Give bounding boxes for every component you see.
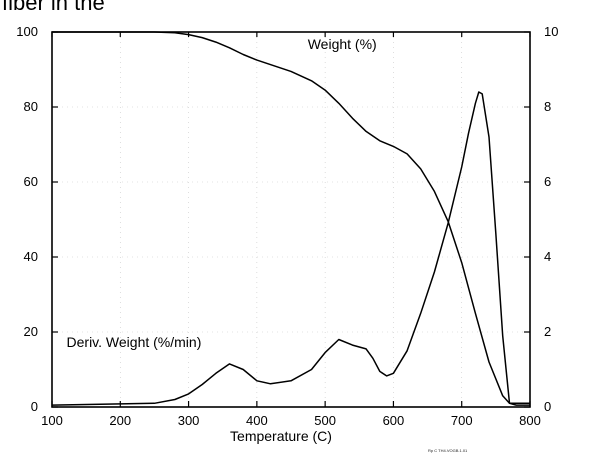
y-right-tick-label: 6 — [544, 174, 551, 189]
axes: 100 200 300 400 500 600 700 8000204060801000246… — [16, 24, 558, 428]
y-left-tick-label: 80 — [24, 99, 38, 114]
x-tick-label: 200 — [109, 413, 131, 428]
series-layer — [51, 31, 530, 406]
weight-series-label: Weight (%) — [308, 36, 377, 52]
x-tick-label: 100 — [41, 413, 63, 428]
x-tick-label: 700 — [451, 413, 473, 428]
x-tick-label: 300 — [178, 413, 200, 428]
y-right-tick-label: 0 — [544, 399, 551, 414]
deriv-weight-series-line — [51, 91, 530, 406]
deriv-weight-series-label: Deriv. Weight (%/min) — [67, 334, 202, 350]
x-axis-label: Temperature (C) — [230, 428, 332, 444]
footnote: Rp C TH4.VOGB.1.01 — [428, 448, 468, 453]
y-left-tick-label: 60 — [24, 174, 38, 189]
x-tick-label: 500 — [314, 413, 336, 428]
y-right-tick-label: 4 — [544, 249, 551, 264]
x-tick-label: 800 — [519, 413, 541, 428]
y-left-tick-label: 20 — [24, 324, 38, 339]
y-right-tick-label: 10 — [544, 24, 558, 39]
x-tick-label: 600 — [383, 413, 405, 428]
y-left-tick-label: 0 — [31, 399, 38, 414]
weight-series-line — [52, 31, 530, 405]
x-tick-label: 400 — [246, 413, 268, 428]
y-right-tick-label: 8 — [544, 99, 551, 114]
y-left-tick-label: 100 — [16, 24, 38, 39]
chart-title-fragment: fiber in the — [2, 0, 105, 15]
grid — [52, 32, 530, 407]
plot-frame — [51, 31, 531, 408]
y-left-tick-label: 40 — [24, 249, 38, 264]
y-right-tick-label: 2 — [544, 324, 551, 339]
annotations: Weight (%) Deriv. Weight (%/min) — [67, 36, 377, 350]
